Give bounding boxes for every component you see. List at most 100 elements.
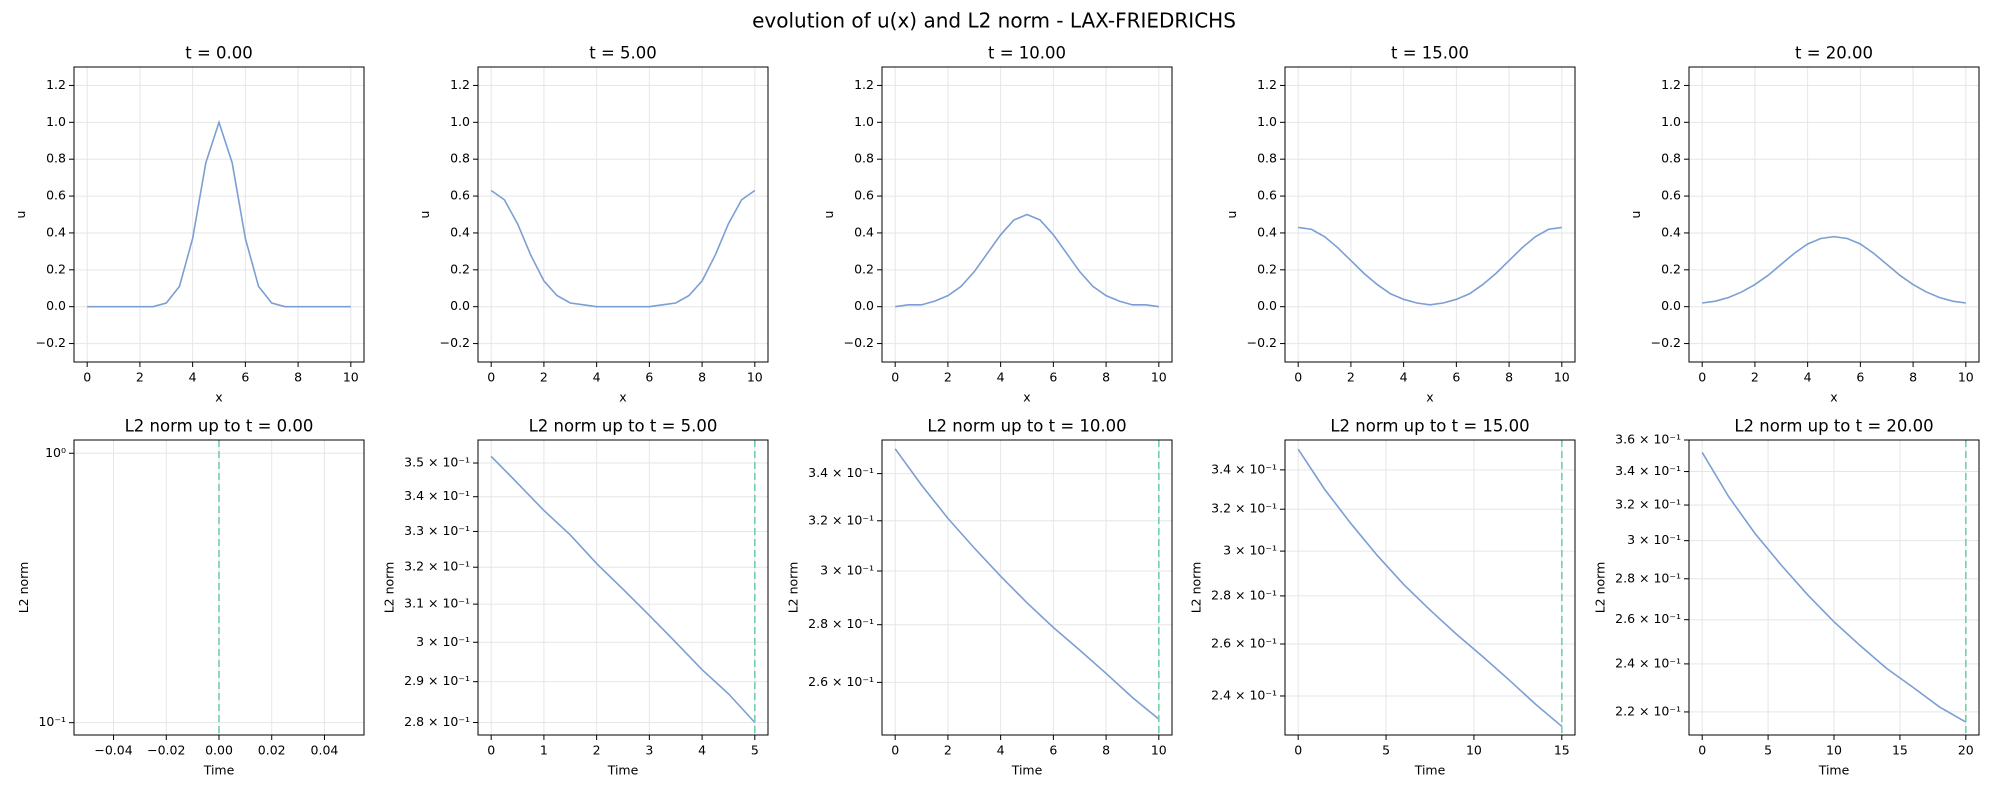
axes-frame (73, 439, 365, 736)
y-tick-label: 2.9 × 10⁻¹ (404, 673, 470, 688)
y-tick-label: 3.6 × 10⁻¹ (1615, 432, 1681, 447)
y-tick-label: 3.3 × 10⁻¹ (404, 523, 470, 538)
y-tick-label: 0.8 (1661, 151, 1681, 166)
x-tick-label: 10 (1151, 370, 1167, 385)
x-tick-label: 10 (1826, 743, 1842, 758)
y-tick-label: 10⁻¹ (38, 714, 66, 729)
x-tick-label: 3 (645, 743, 653, 758)
data-line (1701, 451, 1967, 723)
y-tick-label: 3.4 × 10⁻¹ (404, 488, 470, 503)
x-tick-label: 4 (698, 743, 706, 758)
x-tick-label: 6 (645, 370, 653, 385)
subplot: 0 2 4 6 8 10 −0.2 0.0 0.2 0.4 0.6 0.8 1.0 1.2 t = 5.00… (417, 44, 769, 405)
y-tick-label: 0.8 (1257, 151, 1277, 166)
subplot-title: L2 norm up to t = 10.00 (927, 417, 1126, 436)
y-tick-label: 3 × 10⁻¹ (1627, 532, 1681, 547)
y-tick-label: 0.0 (450, 298, 470, 313)
x-tick-label: 2 (540, 370, 548, 385)
x-axis-label: Time (1818, 763, 1850, 778)
y-tick-label: 3 × 10⁻¹ (1223, 543, 1277, 558)
x-tick-label: 10 (1151, 743, 1167, 758)
x-tick-label: 6 (1452, 370, 1460, 385)
y-tick-label: 1.2 (1661, 77, 1681, 92)
x-tick-label: 2 (1751, 370, 1759, 385)
subplot-title: t = 0.00 (185, 44, 253, 63)
x-axis-label: Time (607, 763, 639, 778)
x-tick-label: 2 (1347, 370, 1355, 385)
x-tick-label: 15 (1892, 743, 1908, 758)
x-tick-label: 0 (83, 370, 91, 385)
x-tick-label: 5 (751, 743, 759, 758)
x-tick-label: 20 (1958, 743, 1974, 758)
y-tick-label: −0.2 (1247, 335, 1277, 350)
data-line (1297, 448, 1563, 728)
y-tick-label: 3.1 × 10⁻¹ (404, 596, 470, 611)
subplot-title: t = 10.00 (988, 44, 1066, 63)
subplot: 0 2 4 6 8 10 −0.2 0.0 0.2 0.4 0.6 0.8 1.0 1.2 t = 20.0… (1628, 44, 1980, 405)
y-tick-label: 2.8 × 10⁻¹ (1615, 570, 1681, 585)
x-tick-label: 0.04 (311, 743, 339, 758)
y-tick-label: 0.4 (854, 224, 874, 239)
y-tick-label: −0.2 (36, 335, 66, 350)
y-tick-label: 0.6 (450, 188, 470, 203)
x-tick-label: 5 (1382, 743, 1390, 758)
data-line (1298, 226, 1562, 306)
y-tick-label: 1.0 (854, 114, 874, 129)
axes-frame (477, 66, 769, 363)
y-tick-label: 2.8 × 10⁻¹ (808, 616, 874, 631)
y-tick-label: 2.2 × 10⁻¹ (1615, 703, 1681, 718)
x-tick-label: 6 (241, 370, 249, 385)
x-axis-label: x (1426, 390, 1433, 405)
x-tick-label: 2 (944, 370, 952, 385)
x-tick-label: 4 (1804, 370, 1812, 385)
y-tick-label: 3.4 × 10⁻¹ (1615, 463, 1681, 478)
y-tick-label: 2.6 × 10⁻¹ (1615, 611, 1681, 626)
y-axis-label: u (13, 211, 28, 219)
y-tick-label: 2.4 × 10⁻¹ (1615, 655, 1681, 670)
figure-title: evolution of u(x) and L2 norm - LAX-FRIE… (752, 9, 1236, 33)
subplot-title: L2 norm up to t = 15.00 (1330, 417, 1529, 436)
x-tick-label: 6 (1049, 370, 1057, 385)
y-tick-label: 0.6 (1661, 188, 1681, 203)
y-tick-label: 0.4 (1661, 224, 1681, 239)
subplot: 0 1 2 3 4 5 2.8 × 10⁻¹ 2.9 × 10⁻¹ 3 × 10⁻¹ 3.1 × … (382, 417, 769, 778)
y-tick-label: 0.6 (1257, 188, 1277, 203)
x-tick-label: 10 (343, 370, 359, 385)
x-tick-label: 6 (1856, 370, 1864, 385)
y-axis-label: L2 norm (382, 562, 397, 614)
y-tick-label: 2.8 × 10⁻¹ (1211, 587, 1277, 602)
axes-frame (1688, 66, 1980, 363)
y-tick-label: 1.0 (1257, 114, 1277, 129)
y-tick-label: 0.8 (854, 151, 874, 166)
data-line (490, 455, 756, 724)
y-tick-label: −0.2 (844, 335, 874, 350)
x-tick-label: 10 (747, 370, 763, 385)
y-tick-label: 1.0 (46, 114, 66, 129)
x-tick-label: 0 (1294, 370, 1302, 385)
x-tick-label: 10 (1958, 370, 1974, 385)
y-tick-label: 3.4 × 10⁻¹ (1211, 461, 1277, 476)
x-tick-label: 4 (1400, 370, 1408, 385)
y-tick-label: 3.2 × 10⁻¹ (1615, 497, 1681, 512)
y-tick-label: 3.5 × 10⁻¹ (404, 455, 470, 470)
y-axis-label: L2 norm (1593, 562, 1608, 614)
x-tick-label: 8 (1102, 743, 1110, 758)
x-tick-label: 4 (189, 370, 197, 385)
axes-frame (73, 66, 365, 363)
y-tick-label: 0.0 (1257, 298, 1277, 313)
x-axis-label: Time (1414, 763, 1446, 778)
subplot: 0 5 10 15 2.4 × 10⁻¹ 2.6 × 10⁻¹ 2.8 × 10⁻¹ 3 × … (1189, 417, 1576, 778)
y-tick-label: 0.8 (450, 151, 470, 166)
subplot: 0 2 4 6 8 10 −0.2 0.0 0.2 0.4 0.6 0.8 1.0 1.2 t = 10.0… (821, 44, 1173, 405)
y-tick-label: 3 × 10⁻¹ (820, 563, 874, 578)
y-axis-label: u (821, 211, 836, 219)
x-tick-label: 8 (1505, 370, 1513, 385)
y-tick-label: 0.2 (1257, 261, 1277, 276)
y-tick-label: 0.2 (1661, 261, 1681, 276)
subplot: 0 2 4 6 8 10 −0.2 0.0 0.2 0.4 0.6 0.8 1.0 1.2 t = 15.0… (1224, 44, 1576, 405)
subplot-title: t = 5.00 (589, 44, 657, 63)
y-tick-label: 1.2 (450, 77, 470, 92)
y-tick-label: 1.0 (1661, 114, 1681, 129)
